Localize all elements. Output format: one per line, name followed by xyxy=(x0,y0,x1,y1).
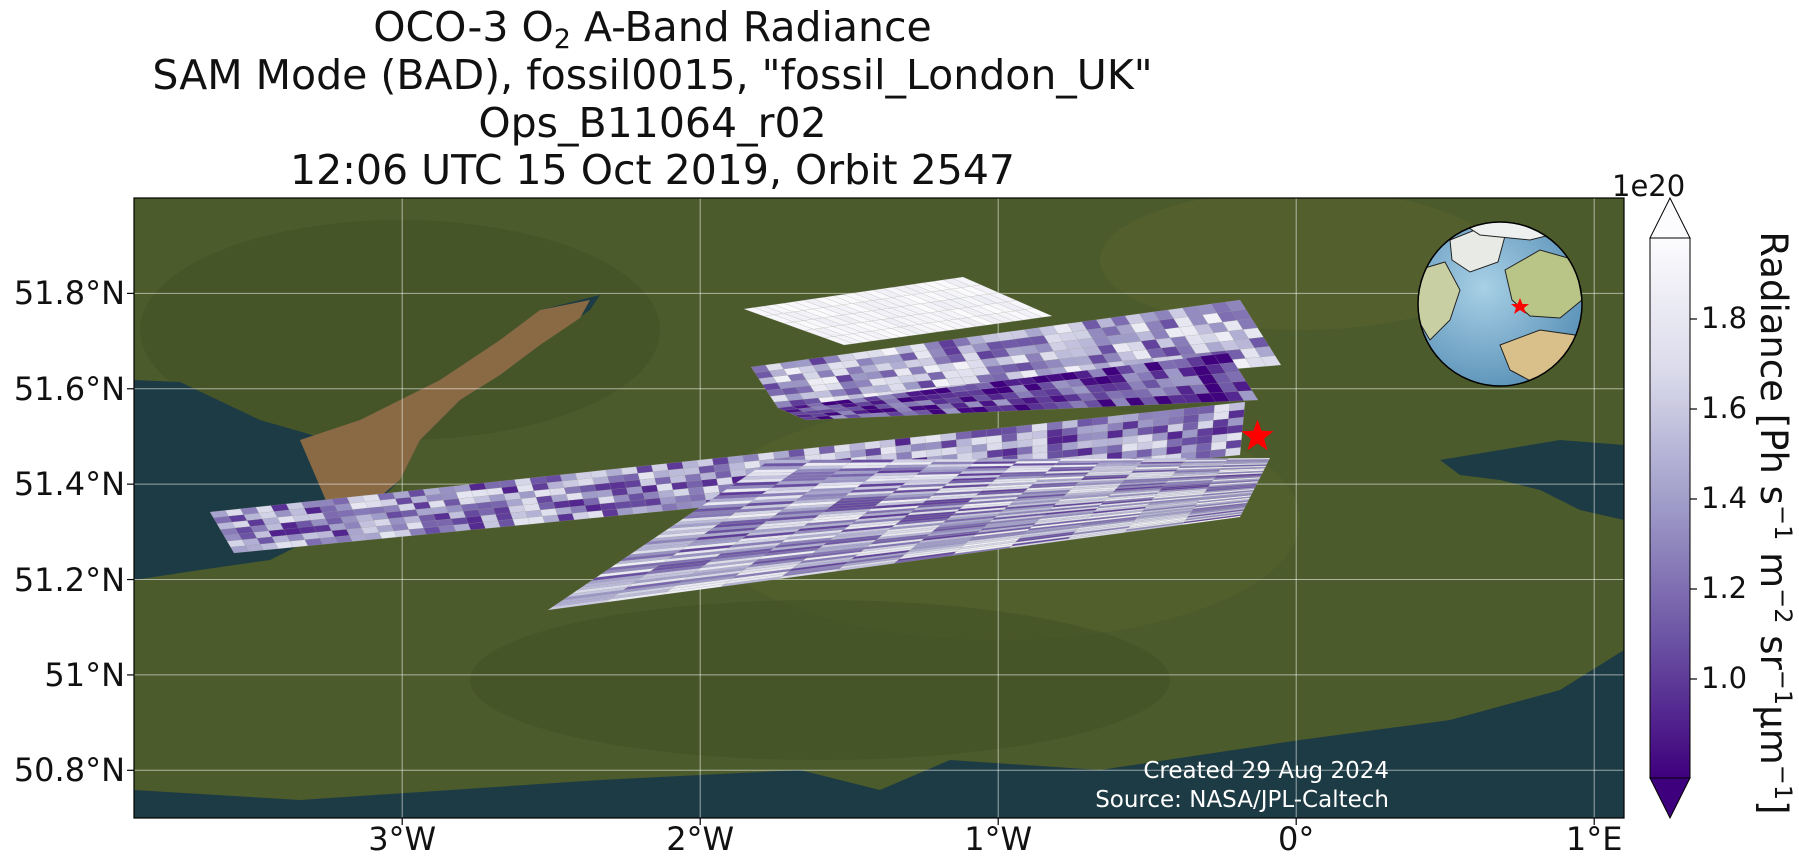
radiance-sounding xyxy=(806,459,854,464)
radiance-sounding xyxy=(393,529,412,538)
radiance-sounding xyxy=(802,462,850,467)
radiance-sounding xyxy=(890,459,938,463)
radiance-sounding xyxy=(364,532,383,541)
radiance-sounding xyxy=(334,535,353,544)
radiance-sounding xyxy=(631,505,649,515)
severn-estuary xyxy=(300,300,590,510)
radiance-swaths xyxy=(209,276,1282,611)
lon-tick-label: 2°W xyxy=(666,820,735,858)
radiance-sounding xyxy=(1058,458,1104,462)
title-line-3: Ops_B11064_r02 xyxy=(478,99,827,147)
radiance-sounding xyxy=(1184,457,1229,461)
colorbar-extend-bottom xyxy=(1649,777,1691,820)
swath-2 xyxy=(750,299,1282,409)
radiance-sounding xyxy=(661,502,679,512)
lon-tick-label: 3°W xyxy=(368,820,437,858)
radiance-sounding xyxy=(848,459,896,463)
radiance-sounding xyxy=(675,501,693,511)
title-line-1: OCO-3 O2 A-Band Radiance xyxy=(373,3,932,55)
lon-tick-label: 0° xyxy=(1278,820,1315,858)
colorbar-tick-label: 1.8 xyxy=(1701,301,1748,335)
radiance-sounding xyxy=(1237,390,1259,401)
lat-tick-label: 51.8°N xyxy=(13,274,125,313)
colorbar-tick-label: 1.0 xyxy=(1701,661,1748,695)
radiance-sounding xyxy=(438,524,457,534)
colorbar-tick-label: 1.6 xyxy=(1701,391,1748,425)
swath-1 xyxy=(743,276,1053,346)
radiance-sounding xyxy=(1100,458,1146,461)
title-line-4: 12:06 UTC 15 Oct 2019, Orbit 2547 xyxy=(289,146,1016,194)
colorbar xyxy=(1649,196,1697,820)
lon-tick-label: 1°W xyxy=(964,820,1033,858)
radiance-sounding xyxy=(764,459,813,464)
colorbar-tick-label: 1.4 xyxy=(1701,481,1748,515)
radiance-sounding xyxy=(468,521,486,531)
thames-estuary xyxy=(1440,440,1624,520)
radiance-sounding xyxy=(586,510,605,519)
lat-tick-label: 51.2°N xyxy=(13,560,125,599)
radiance-sounding xyxy=(646,504,664,513)
radiance-sounding xyxy=(1210,448,1227,459)
target-star-icon xyxy=(1241,419,1274,451)
radiance-sounding xyxy=(408,527,427,536)
globe-europe xyxy=(1504,249,1582,319)
english-channel xyxy=(134,650,1624,818)
radiance-sounding xyxy=(1195,450,1212,460)
lat-tick-label: 51.4°N xyxy=(13,465,125,504)
title-line-2: SAM Mode (BAD), fossil0015, "fossil_Lond… xyxy=(152,51,1153,99)
credit-source: Source: NASA/JPL-Caltech xyxy=(1095,787,1389,813)
colorbar-gradient xyxy=(1649,237,1691,779)
radiance-sounding xyxy=(497,519,516,528)
swath-3 xyxy=(777,352,1259,421)
radiance-sounding xyxy=(844,462,892,466)
radiance-sounding xyxy=(453,523,471,532)
radiance-sounding xyxy=(1260,355,1282,367)
lat-tick-label: 51.6°N xyxy=(13,369,125,408)
swath-5 xyxy=(547,457,1271,611)
radiance-sounding xyxy=(423,526,442,535)
axis-ticks xyxy=(127,292,1595,825)
colorbar-title: Radiance [Ph s−1 m−2 sr−1μm−1] xyxy=(1752,231,1797,815)
radiance-sounding xyxy=(571,511,590,521)
radiance-sounding xyxy=(932,458,979,463)
radiance-sounding xyxy=(527,516,545,525)
radiance-sounding xyxy=(974,458,1021,462)
lat-tick-label: 51°N xyxy=(44,655,125,694)
colorbar-multiplier: 1e20 xyxy=(1612,169,1686,203)
radiance-sounding xyxy=(1016,458,1063,462)
radiance-sounding xyxy=(378,530,397,539)
radiance-sounding xyxy=(512,517,531,526)
radiance-sounding xyxy=(1224,447,1241,457)
radiance-sounding xyxy=(349,533,368,542)
radiance-sounding xyxy=(1142,458,1188,461)
radiance-sounding xyxy=(557,513,575,522)
lon-tick-label: 1°E xyxy=(1565,820,1623,858)
colorbar-extend-top xyxy=(1649,196,1691,239)
lat-tick-label: 50.8°N xyxy=(13,751,125,790)
radiance-sounding xyxy=(601,508,619,518)
colorbar-tick-label: 1.2 xyxy=(1701,571,1748,605)
radiance-sounding xyxy=(542,514,560,523)
radiance-sounding xyxy=(319,536,338,545)
radiance-sounding xyxy=(482,520,501,529)
credit-created: Created 29 Aug 2024 xyxy=(1143,758,1389,784)
globe-north-america xyxy=(1418,261,1461,341)
map-frame xyxy=(133,197,1625,819)
globe-target-star-icon xyxy=(1511,298,1529,314)
radiance-sounding xyxy=(1023,307,1053,318)
radiance-sounding xyxy=(1226,457,1271,460)
radiance-sounding xyxy=(616,507,634,516)
